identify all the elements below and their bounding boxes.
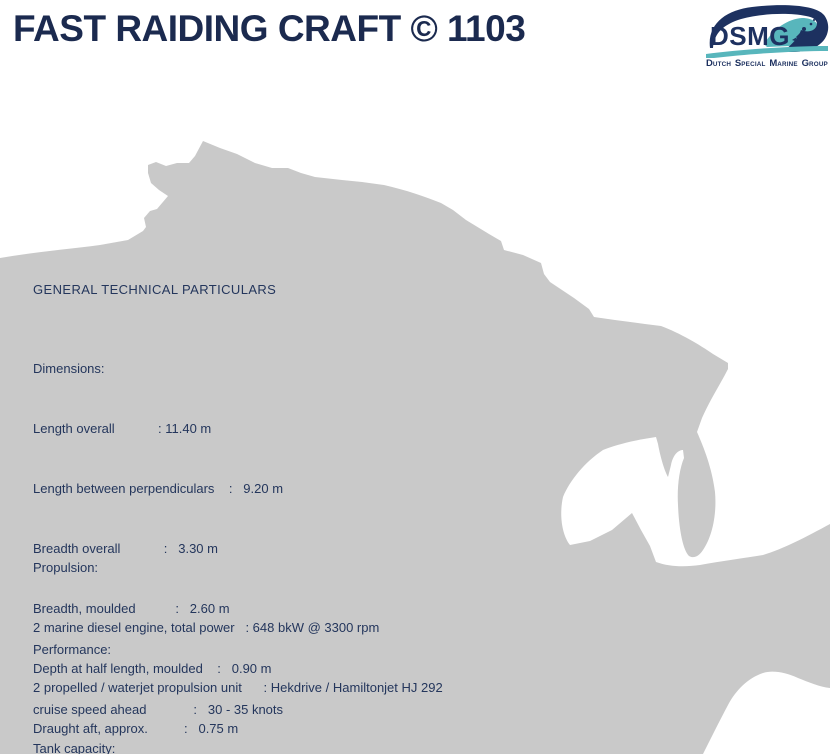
performance-section: Performance: cruise speed ahead : 30 - 3… — [33, 600, 283, 754]
logo-tagline: D UTCH S PECIAL M ARINE G ROUP — [706, 58, 828, 69]
section-title: Performance: — [33, 642, 112, 657]
page-title: FAST RAIDING CRAFT © 1103 — [13, 8, 526, 49]
spec-line: 2 marine diesel engine, total power : 64… — [33, 620, 380, 635]
dsmg-logo-graphic: DSMG — [706, 5, 829, 58]
section-title: Tank capacity: — [33, 741, 116, 754]
specs-heading: GENERAL TECHNICAL PARTICULARS — [33, 282, 277, 297]
tagline-word: G ROUP — [801, 58, 828, 69]
spec-line: Breadth, moulded : 2.60 m — [33, 601, 230, 616]
spec-line: Length between perpendiculars : 9.20 m — [33, 481, 284, 496]
tagline-word: S PECIAL — [734, 58, 766, 69]
dimensions-section: Dimensions: Length overall : 11.40 m Len… — [33, 319, 290, 754]
spec-line: Draught aft, approx. : 0.75 m — [33, 721, 239, 736]
diver-icon — [792, 19, 815, 41]
propulsion-section: Propulsion: 2 marine diesel engine, tota… — [33, 518, 443, 738]
logo-teal-bar — [706, 46, 828, 58]
tank-capacity-section: Tank capacity: total storage capacity of… — [33, 699, 284, 754]
tagline-word: D UTCH — [706, 58, 732, 69]
section-title: Propulsion: — [33, 560, 99, 575]
logo-navy-swoosh — [709, 5, 829, 53]
dsmg-logo: DSMG D UTCH S PECIAL M ARINE G ROUP — [704, 2, 830, 72]
spec-line: Breadth overall : 3.30 m — [33, 541, 218, 556]
section-title: Dimensions: — [33, 361, 105, 376]
spec-line: 2 propelled / waterjet propulsion unit :… — [33, 680, 443, 695]
logo-acronym: DSMG — [710, 21, 790, 51]
spec-line: Depth at half length, moulded : 0.90 m — [33, 661, 272, 676]
spec-line: cruise speed ahead : 30 - 35 knots — [33, 702, 284, 717]
spec-line: Length overall : 11.40 m — [33, 421, 212, 436]
tagline-word: M ARINE — [769, 58, 798, 69]
